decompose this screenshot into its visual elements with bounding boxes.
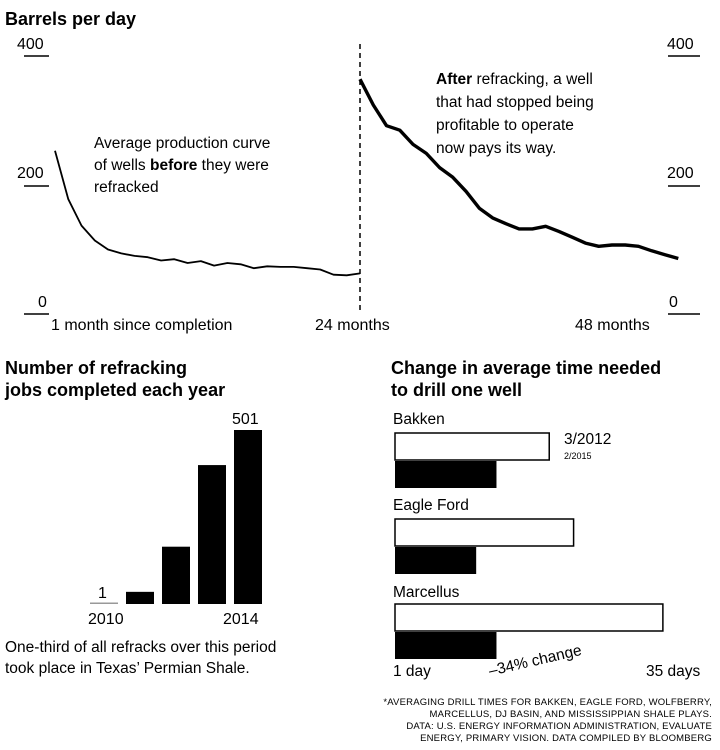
legend-3-2012: 3/2012 bbox=[564, 431, 611, 448]
series-line-before bbox=[54, 150, 361, 277]
x-label-35-days: 35 days bbox=[646, 663, 701, 680]
jobs-bars-group bbox=[90, 430, 262, 604]
annotation-before: Average production curve of wells before… bbox=[94, 135, 270, 196]
drill-bar-2012-marcellus bbox=[394, 603, 664, 632]
y-tick-left-200: 200 bbox=[17, 165, 44, 182]
jobs-value-first: 1 bbox=[98, 585, 107, 602]
annotation-after-bold: After bbox=[436, 71, 472, 88]
x-label-24: 24 months bbox=[315, 317, 390, 334]
category-label-marcellus: Marcellus bbox=[393, 584, 460, 601]
y-tick-right-200: 200 bbox=[667, 165, 694, 182]
y-tick-left-0: 0 bbox=[38, 294, 47, 311]
jobs-note-line1: One-third of all refracks over this peri… bbox=[5, 639, 276, 656]
annotation-after: After refracking, a well that had stoppe… bbox=[436, 71, 594, 157]
annotation-before-line1: Average production curve bbox=[94, 135, 270, 152]
production-line-chart: Barrels per day 400 200 0 400 200 0 1 mo… bbox=[5, 9, 700, 334]
drill-chart-title-line1: Change in average time needed bbox=[391, 358, 661, 378]
drill-bars-group bbox=[394, 432, 664, 659]
x-label-start: 1 month since completion bbox=[51, 317, 232, 334]
jobs-chart-title-line2: jobs completed each year bbox=[4, 380, 225, 400]
drill-time-bar-chart: Change in average time needed to drill o… bbox=[391, 358, 701, 680]
y-tick-right-0: 0 bbox=[669, 294, 678, 311]
annotation-before-l2b: they were bbox=[197, 157, 269, 174]
source-line3: DATA: U.S. ENERGY INFORMATION ADMINISTRA… bbox=[406, 721, 712, 732]
x-label-1-day: 1 day bbox=[393, 663, 431, 680]
annotation-before-line2: of wells before they were bbox=[94, 157, 269, 174]
series-line-after bbox=[358, 78, 679, 261]
jobs-bar-2014 bbox=[234, 430, 262, 604]
source-notes: *AVERAGING DRILL TIMES FOR BAKKEN, EAGLE… bbox=[383, 697, 712, 744]
jobs-bar-2012 bbox=[162, 546, 190, 604]
x-label-48: 48 months bbox=[575, 317, 650, 334]
refrack-jobs-bar-chart: Number of refracking jobs completed each… bbox=[4, 358, 276, 677]
annotation-after-line2: that had stopped being bbox=[436, 94, 594, 111]
drill-bar-2015-eagle-ford bbox=[395, 547, 477, 574]
source-line2: MARCELLUS, DJ BASIN, AND MISSISSIPPIAN S… bbox=[430, 709, 712, 720]
annotation-after-line3: profitable to operate bbox=[436, 117, 574, 134]
annotation-before-bold: before bbox=[150, 157, 198, 174]
annotation-after-line4: now pays its way. bbox=[436, 140, 556, 157]
change-label: –34% change bbox=[487, 642, 583, 680]
drill-bar-2015-marcellus bbox=[395, 632, 497, 659]
line-chart-title: Barrels per day bbox=[5, 9, 136, 29]
drill-chart-title-line2: to drill one well bbox=[391, 380, 522, 400]
y-tick-right-400: 400 bbox=[667, 36, 694, 53]
jobs-year-first: 2010 bbox=[88, 611, 124, 628]
jobs-chart-title-line1: Number of refracking bbox=[5, 358, 187, 378]
jobs-year-last: 2014 bbox=[223, 611, 259, 628]
y-tick-left-400: 400 bbox=[17, 36, 44, 53]
drill-bar-2015-bakken bbox=[395, 461, 497, 488]
drill-bar-2012-bakken bbox=[394, 432, 550, 461]
jobs-bar-2011 bbox=[126, 591, 154, 604]
annotation-after-line1: After refracking, a well bbox=[436, 71, 593, 88]
jobs-note-line2: took place in Texas’ Permian Shale. bbox=[5, 660, 250, 677]
drill-bar-2012-eagle-ford bbox=[394, 518, 575, 547]
source-line1: *AVERAGING DRILL TIMES FOR BAKKEN, EAGLE… bbox=[383, 697, 712, 708]
annotation-before-l2a: of wells bbox=[94, 157, 150, 174]
jobs-bar-2010 bbox=[90, 602, 118, 604]
annotation-after-l1: refracking, a well bbox=[472, 71, 593, 88]
source-line4: ENERGY, PRIMARY VISION. DATA COMPILED BY… bbox=[420, 733, 712, 744]
annotation-before-line3: refracked bbox=[94, 179, 159, 196]
category-label-bakken: Bakken bbox=[393, 411, 445, 428]
legend-2-2015: 2/2015 bbox=[564, 451, 592, 461]
jobs-bar-2013 bbox=[198, 465, 226, 604]
category-label-eagle-ford: Eagle Ford bbox=[393, 497, 469, 514]
jobs-value-last: 501 bbox=[232, 411, 259, 428]
